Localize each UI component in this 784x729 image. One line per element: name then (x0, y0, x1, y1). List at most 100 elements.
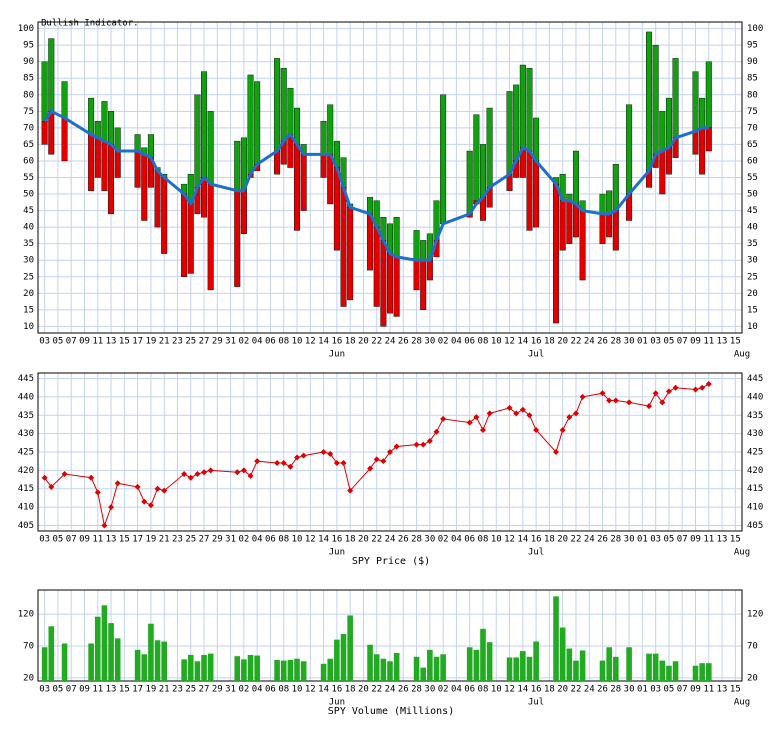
y-tick-label: 30 (23, 256, 34, 266)
x-tick-label: 19 (145, 535, 156, 545)
y-tick-label: 90 (23, 57, 34, 67)
marker (440, 415, 447, 422)
x-tick-label: 10 (292, 535, 303, 545)
y-tick-label: 10 (23, 322, 34, 332)
x-tick-label: 01 (637, 337, 648, 347)
x-tick-label: 29 (212, 535, 223, 545)
bar (367, 213, 374, 271)
month-label: Aug (734, 698, 750, 708)
bar (300, 154, 307, 211)
bar (194, 94, 201, 188)
marker (300, 452, 307, 459)
bar (327, 104, 334, 155)
x-tick-label: 08 (278, 337, 289, 347)
x-tick-label: 28 (411, 535, 422, 545)
bar (665, 97, 672, 148)
x-tick-label: 30 (624, 337, 635, 347)
x-tick-label: 24 (385, 685, 396, 695)
x-tick-label: 04 (252, 535, 263, 545)
x-tick-label: 16 (531, 337, 542, 347)
x-tick-label: 31 (225, 337, 236, 347)
bar (181, 193, 188, 277)
marker (652, 390, 659, 397)
bar (526, 68, 533, 152)
x-tick-label: 24 (584, 535, 595, 545)
x-axis-label: SPY Price ($) (352, 556, 430, 567)
x-tick-label: 02 (238, 685, 249, 695)
marker (380, 458, 387, 465)
x-tick-label: 19 (145, 685, 156, 695)
bar (572, 203, 579, 238)
marker (559, 426, 566, 433)
x-tick-label: 10 (292, 337, 303, 347)
x-tick-label: 25 (185, 685, 196, 695)
x-tick-label: 26 (597, 535, 608, 545)
bar (367, 644, 373, 681)
y-tick-label-right: 10 (747, 322, 758, 332)
x-tick-label: 28 (610, 535, 621, 545)
bar (41, 647, 48, 681)
bar (48, 111, 55, 155)
bar (420, 240, 427, 261)
x-tick-label: 08 (478, 685, 489, 695)
marker (705, 381, 712, 388)
bar (194, 661, 201, 681)
y-tick-label: 85 (23, 74, 34, 84)
bar (274, 150, 281, 175)
marker (333, 460, 340, 467)
bar (88, 643, 94, 681)
x-tick-label: 15 (730, 535, 741, 545)
bar (480, 628, 486, 681)
bar (646, 653, 652, 681)
month-label: Jun (329, 548, 345, 558)
bar (320, 154, 327, 178)
x-tick-label: 03 (39, 685, 50, 695)
bar (240, 190, 247, 234)
bar (513, 657, 519, 681)
marker (108, 504, 115, 511)
bar (572, 150, 579, 205)
x-tick-label: 12 (305, 337, 316, 347)
marker (340, 460, 347, 467)
marker (161, 487, 168, 494)
x-tick-label: 04 (451, 337, 462, 347)
x-tick-label: 23 (172, 535, 183, 545)
x-tick-label: 09 (690, 337, 701, 347)
marker (413, 441, 420, 448)
bar (506, 91, 513, 175)
x-tick-label: 27 (199, 535, 210, 545)
bar (613, 656, 619, 681)
bar (440, 94, 447, 225)
bar (340, 633, 347, 681)
x-tick-label: 06 (464, 337, 475, 347)
bar (280, 660, 287, 681)
x-axis-label: SPY Volume (Millions) (328, 706, 454, 717)
y-tick-label-right: 20 (747, 289, 758, 299)
bar (413, 260, 420, 291)
y-tick-label-right: 405 (747, 521, 763, 531)
x-tick-label: 12 (504, 535, 515, 545)
marker (207, 467, 214, 474)
x-tick-label: 22 (371, 685, 382, 695)
marker (612, 397, 619, 404)
bar (692, 665, 699, 681)
x-tick-label: 31 (225, 535, 236, 545)
marker (519, 406, 526, 413)
bar (566, 200, 573, 244)
x-tick-label: 28 (411, 337, 422, 347)
x-tick-label: 14 (517, 337, 528, 347)
y-tick-label: 20 (23, 289, 34, 299)
y-tick-label-right: 50 (747, 190, 758, 200)
marker (154, 485, 161, 492)
marker (699, 384, 706, 391)
x-tick-label: 13 (106, 685, 117, 695)
bar (659, 150, 666, 195)
x-tick-label: 09 (79, 535, 90, 545)
y-tick-label-right: 100 (747, 24, 763, 34)
y-tick-label-right: 75 (747, 107, 758, 117)
bar (606, 190, 613, 215)
marker (672, 384, 679, 391)
bar (234, 190, 241, 287)
x-tick-label: 22 (571, 535, 582, 545)
bar (612, 164, 619, 211)
